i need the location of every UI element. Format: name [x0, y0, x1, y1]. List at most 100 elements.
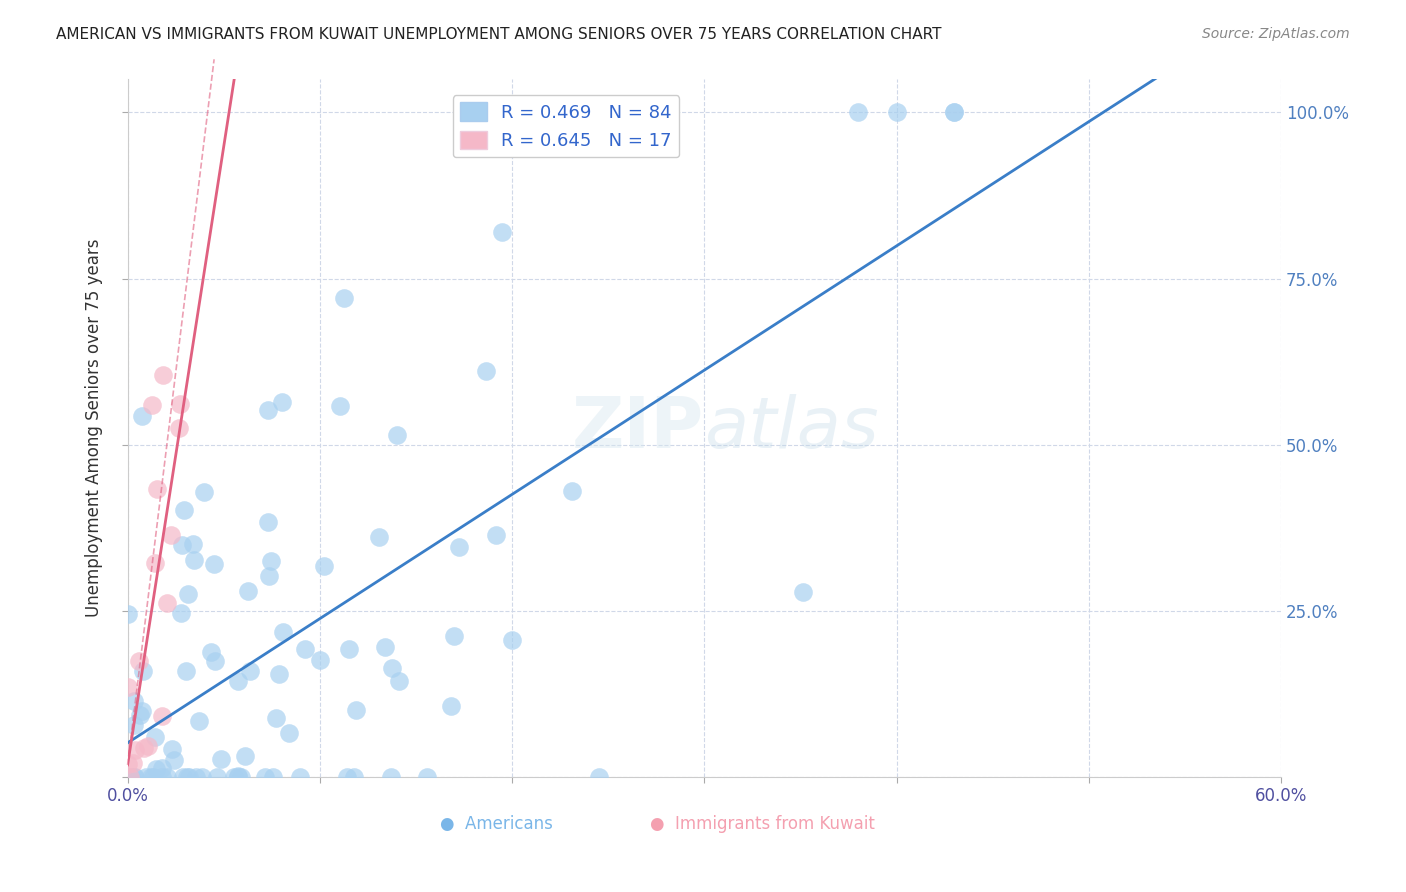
Point	[150, 761, 173, 775]
Point	[886, 105, 908, 120]
Point	[136, 739, 159, 753]
Point	[314, 559, 336, 574]
Point	[124, 694, 146, 708]
Point	[222, 770, 245, 784]
Point	[163, 753, 186, 767]
Point	[226, 769, 249, 783]
Point	[262, 770, 284, 784]
Point	[209, 752, 232, 766]
Point	[170, 538, 193, 552]
Point	[846, 105, 869, 120]
Point	[131, 664, 153, 678]
Point	[135, 770, 157, 784]
Point	[188, 714, 211, 728]
Point	[179, 770, 201, 784]
Point	[943, 105, 966, 120]
Text: ZIP: ZIP	[572, 393, 704, 463]
Point	[388, 674, 411, 689]
Point	[120, 770, 142, 784]
Point	[256, 516, 278, 530]
Point	[170, 607, 193, 621]
Point	[177, 587, 200, 601]
Point	[447, 540, 470, 554]
Point	[120, 770, 142, 784]
Point	[228, 770, 250, 784]
Point	[344, 703, 367, 717]
Point	[381, 660, 404, 674]
Point	[117, 680, 139, 694]
Point	[191, 770, 214, 784]
Point	[184, 770, 207, 784]
Point	[271, 395, 294, 409]
Point	[142, 770, 165, 784]
Point	[124, 770, 146, 784]
Point	[415, 770, 437, 784]
Point	[183, 552, 205, 566]
Point	[200, 645, 222, 659]
Point	[150, 709, 173, 723]
Point	[143, 556, 166, 570]
Point	[636, 105, 658, 120]
Point	[329, 399, 352, 413]
Point	[253, 770, 276, 784]
Point	[440, 698, 463, 713]
Point	[267, 667, 290, 681]
Text: Source: ZipAtlas.com: Source: ZipAtlas.com	[1202, 27, 1350, 41]
Point	[256, 403, 278, 417]
Point	[260, 554, 283, 568]
Text: ●  Immigrants from Kuwait: ● Immigrants from Kuwait	[650, 815, 875, 833]
Point	[122, 717, 145, 731]
Point	[141, 770, 163, 784]
Point	[143, 731, 166, 745]
Point	[385, 428, 408, 442]
Point	[167, 421, 190, 435]
Point	[343, 770, 366, 784]
Point	[131, 409, 153, 424]
Point	[129, 707, 152, 722]
Point	[121, 756, 143, 770]
Point	[226, 674, 249, 689]
Point	[336, 770, 359, 784]
Point	[294, 641, 316, 656]
Point	[257, 569, 280, 583]
Point	[288, 770, 311, 784]
Point	[561, 483, 583, 498]
Point	[475, 364, 498, 378]
Point	[337, 641, 360, 656]
Point	[173, 502, 195, 516]
Point	[172, 770, 194, 784]
Point	[229, 770, 252, 784]
Point	[150, 770, 173, 784]
Point	[491, 225, 513, 239]
Y-axis label: Unemployment Among Seniors over 75 years: Unemployment Among Seniors over 75 years	[86, 239, 103, 617]
Point	[236, 583, 259, 598]
Point	[380, 770, 402, 784]
Point	[233, 748, 256, 763]
Point	[204, 654, 226, 668]
Point	[122, 770, 145, 784]
Point	[156, 596, 179, 610]
Point	[181, 537, 204, 551]
Point	[588, 770, 610, 784]
Point	[943, 105, 966, 120]
Point	[443, 628, 465, 642]
Text: ●  Americans: ● Americans	[440, 815, 553, 833]
Text: atlas: atlas	[704, 393, 879, 463]
Point	[128, 654, 150, 668]
Point	[207, 770, 229, 784]
Point	[193, 485, 215, 500]
Point	[202, 557, 225, 571]
Point	[160, 528, 183, 542]
Point	[368, 530, 391, 544]
Point	[176, 770, 198, 784]
Point	[332, 292, 354, 306]
Point	[146, 483, 169, 497]
Point	[134, 740, 156, 755]
Point	[309, 652, 332, 666]
Point	[156, 770, 179, 784]
Point	[117, 607, 139, 621]
Point	[169, 397, 191, 411]
Point	[484, 528, 506, 542]
Point	[501, 632, 523, 647]
Point	[792, 584, 814, 599]
